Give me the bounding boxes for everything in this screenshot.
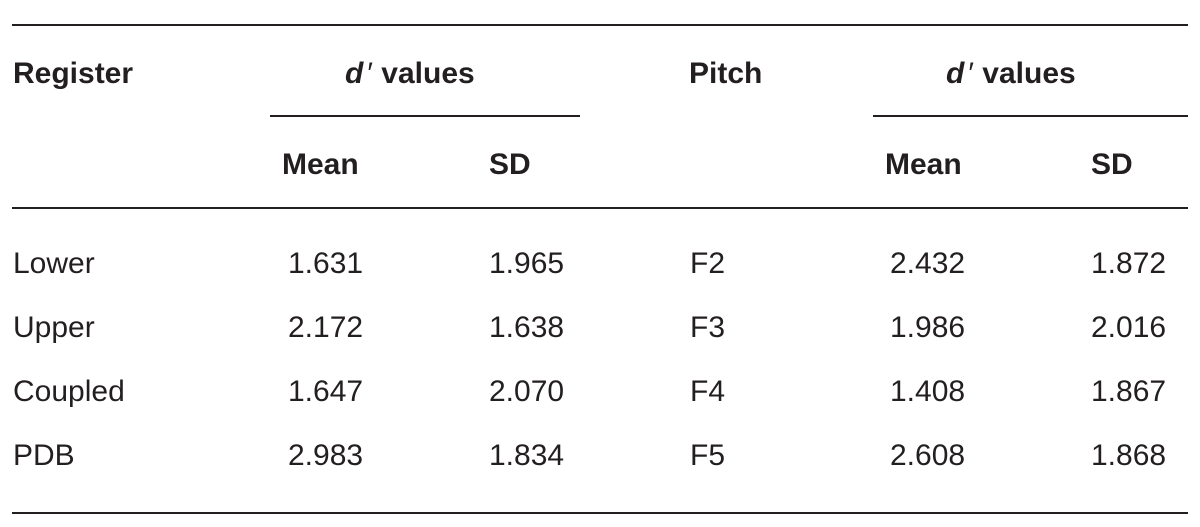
d-prime-symbol: d [946, 57, 965, 90]
cell-register-sd: 1.834 [489, 439, 565, 472]
header-sd-register: SD [489, 148, 531, 181]
header-bottom-rule [12, 207, 1188, 209]
table-top-rule [12, 24, 1188, 26]
prime-mark: ′ [968, 57, 974, 90]
header-register: Register [13, 57, 134, 90]
header-d-prime-values-pitch: d ′ values [946, 56, 1076, 92]
cell-pitch-sd: 2.016 [1091, 311, 1167, 344]
values-word: values [381, 57, 475, 90]
cell-pitch-sd: 1.872 [1091, 247, 1167, 280]
cell-register: PDB [13, 439, 75, 472]
cell-register-mean: 1.647 [288, 375, 364, 408]
cell-pitch-mean: 2.608 [890, 439, 966, 472]
cell-register: Upper [13, 311, 95, 344]
header-subrule-pitch [873, 115, 1188, 117]
header-mean-pitch: Mean [885, 148, 962, 181]
cell-register: Lower [13, 247, 95, 280]
header-d-prime-values-register: d ′ values [345, 56, 475, 92]
cell-pitch: F3 [690, 311, 726, 344]
table-bottom-rule [12, 512, 1188, 514]
d-prime-symbol: d [345, 57, 364, 90]
cell-pitch-mean: 1.408 [890, 375, 966, 408]
cell-pitch: F5 [690, 439, 726, 472]
cell-register-sd: 2.070 [489, 375, 565, 408]
cell-pitch: F2 [690, 247, 726, 280]
prime-mark: ′ [367, 57, 373, 90]
header-subrule-register [270, 115, 580, 117]
cell-register-mean: 1.631 [288, 247, 364, 280]
header-pitch: Pitch [689, 57, 763, 90]
values-word: values [982, 57, 1076, 90]
header-mean-register: Mean [282, 148, 359, 181]
cell-register-mean: 2.172 [288, 311, 364, 344]
cell-pitch-sd: 1.867 [1091, 375, 1167, 408]
cell-register-mean: 2.983 [288, 439, 364, 472]
cell-pitch-sd: 1.868 [1091, 439, 1167, 472]
cell-pitch-mean: 2.432 [890, 247, 966, 280]
cell-register: Coupled [13, 375, 125, 408]
cell-register-sd: 1.965 [489, 247, 565, 280]
cell-pitch-mean: 1.986 [890, 311, 966, 344]
header-sd-pitch: SD [1091, 148, 1133, 181]
cell-pitch: F4 [690, 375, 726, 408]
cell-register-sd: 1.638 [489, 311, 565, 344]
